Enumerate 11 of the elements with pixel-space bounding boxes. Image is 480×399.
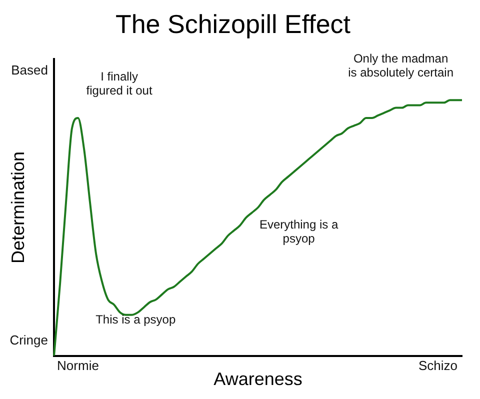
x-tick-label: Schizo bbox=[418, 358, 458, 374]
text: I finally figured it out bbox=[86, 69, 153, 98]
annotation: This is a psyop bbox=[96, 312, 176, 327]
x-tick-label: Normie bbox=[57, 358, 99, 374]
y-axis-title: Determination bbox=[8, 151, 28, 264]
chart-title: The Schizopill Effect bbox=[115, 8, 352, 39]
text: Only the madman is absolutely certain bbox=[348, 52, 454, 80]
x-axis-title: Awareness bbox=[214, 369, 302, 390]
text: Based bbox=[11, 62, 48, 78]
text: Cringe bbox=[10, 332, 48, 348]
annotation: Everything is a psyop bbox=[259, 218, 338, 246]
